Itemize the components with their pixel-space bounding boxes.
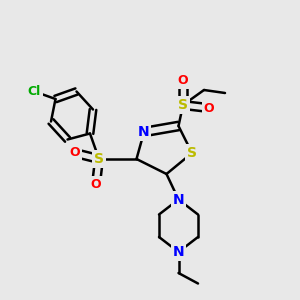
Text: O: O <box>178 74 188 88</box>
Text: S: S <box>94 152 104 166</box>
Text: N: N <box>173 193 184 206</box>
Text: Cl: Cl <box>28 85 41 98</box>
Text: O: O <box>70 146 80 160</box>
Text: O: O <box>203 101 214 115</box>
Text: S: S <box>187 146 197 160</box>
Text: N: N <box>173 245 184 259</box>
Text: N: N <box>138 125 150 139</box>
Text: S: S <box>178 98 188 112</box>
Text: O: O <box>91 178 101 191</box>
